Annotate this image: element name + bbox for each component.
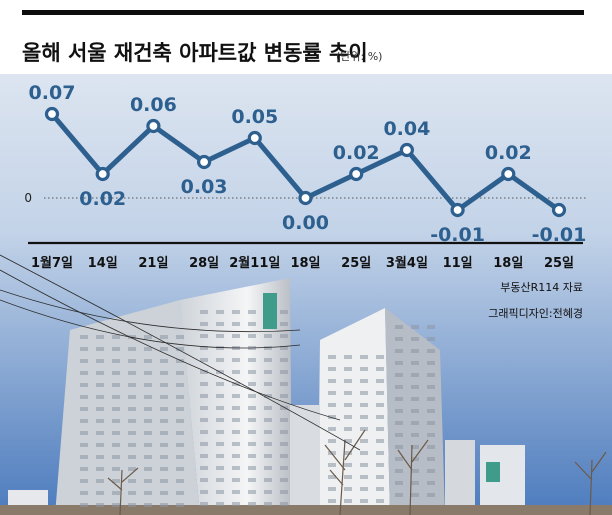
building-windows xyxy=(80,310,435,507)
x-tick-label: 25일 xyxy=(544,256,574,271)
data-point xyxy=(399,142,414,158)
data-point xyxy=(247,130,262,146)
data-point xyxy=(44,106,60,122)
data-label: 0.03 xyxy=(181,176,228,198)
data-label: 0.07 xyxy=(29,82,76,104)
zero-reference-line: 0 xyxy=(24,191,588,205)
data-point xyxy=(298,190,313,206)
designer-credit: 그래픽디자인:전혜경 xyxy=(488,307,583,320)
x-tick-label: 11일 xyxy=(443,256,473,271)
x-tick-label: 14일 xyxy=(88,256,118,271)
x-tick-label: 25일 xyxy=(341,256,371,271)
zero-label: 0 xyxy=(24,191,32,205)
power-lines xyxy=(0,254,361,451)
x-tick-label: 28일 xyxy=(189,256,219,271)
data-point xyxy=(146,118,161,134)
building-signs xyxy=(263,293,500,482)
data-point xyxy=(450,202,465,218)
top-accent-bar xyxy=(22,10,584,15)
data-label: -0.01 xyxy=(532,224,587,246)
data-point xyxy=(95,166,110,182)
x-tick-label: 2월11일 xyxy=(229,255,280,271)
data-point xyxy=(551,202,567,218)
chart-unit: (단위: %) xyxy=(336,50,382,63)
x-tick-label: 3월4일 xyxy=(386,255,428,271)
data-point xyxy=(501,166,516,182)
data-labels: 0.070.020.060.030.050.000.020.04-0.010.0… xyxy=(29,82,587,246)
data-label: 0.02 xyxy=(485,142,532,164)
data-series xyxy=(44,106,567,218)
data-label: 0.05 xyxy=(231,106,278,128)
data-label: 0.02 xyxy=(333,142,380,164)
x-tick-label: 18일 xyxy=(290,256,320,271)
data-label: -0.01 xyxy=(430,224,485,246)
x-tick-label: 18일 xyxy=(493,256,523,271)
x-tick-label: 1월7일 xyxy=(31,255,73,271)
data-point xyxy=(349,166,364,182)
source-credit: 부동산R114 자료 xyxy=(500,281,583,294)
data-point xyxy=(197,154,212,170)
x-tick-labels: 1월7일 14일 21일 28일 2월11일 18일 25일 3월4일 11일 18일 25일 xyxy=(31,255,574,271)
chart-title: 올해 서울 재건축 아파트값 변동률 추이 xyxy=(22,41,368,65)
bare-trees xyxy=(107,429,607,515)
data-label: 0.06 xyxy=(130,94,177,116)
x-tick-label: 21일 xyxy=(138,256,168,271)
data-label: 0.00 xyxy=(282,212,329,234)
data-label: 0.04 xyxy=(383,118,430,140)
data-label: 0.02 xyxy=(79,188,126,210)
